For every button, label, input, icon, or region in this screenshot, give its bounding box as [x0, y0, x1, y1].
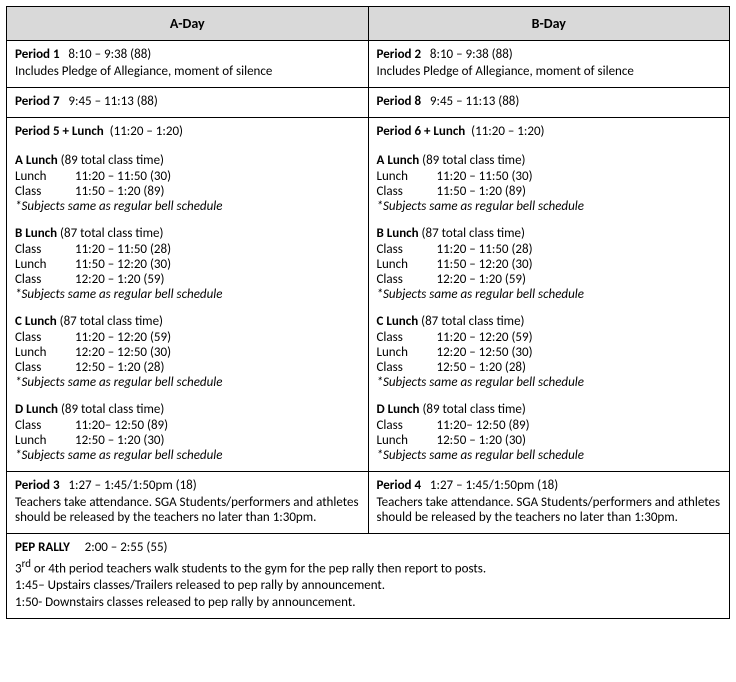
period5-lunch-time: (11:20 – 1:20)	[110, 124, 183, 139]
cell-period3: Period 3 1:27 – 1:45/1:50pm (18) Teacher…	[7, 472, 369, 534]
cell-period2: Period 2 8:10 – 9:38 (88) Includes Pledg…	[368, 41, 730, 88]
pep-time: 2:00 – 2:55 (55)	[85, 540, 168, 555]
cell-pep-rally: PEP RALLY 2:00 – 2:55 (55) 3rd or 4th pe…	[7, 534, 730, 619]
c-lunch-r3c2: 12:50 – 1:20 (28)	[75, 360, 164, 375]
pep-label: PEP RALLY	[15, 540, 70, 555]
d-lunch-block: D Lunch (89 total class time) Class11:20…	[15, 402, 360, 463]
a-lunch-r1c2: 11:20 – 11:50 (30)	[75, 169, 171, 184]
a-lunch-r2c1: Class	[15, 184, 75, 199]
d-lunch-r1c2: 11:20– 12:50 (89)	[75, 418, 168, 433]
period1-time: 8:10 – 9:38 (88)	[68, 47, 151, 62]
d-lunch-r2c2: 12:50 – 1:20 (30)	[75, 433, 164, 448]
period7-label: Period 7	[15, 94, 60, 109]
cell-lunch-b: Period 6 + Lunch (11:20 – 1:20) A Lunch …	[368, 118, 730, 472]
period7-time: 9:45 – 11:13 (88)	[68, 94, 157, 109]
header-b-day: B-Day	[368, 7, 730, 41]
cell-period7: Period 7 9:45 – 11:13 (88)	[7, 88, 369, 118]
pep-line3: 1:50- Downstairs classes released to pep…	[15, 595, 721, 610]
c-lunch-note: *Subjects same as regular bell schedule	[15, 375, 360, 390]
period4-label: Period 4	[377, 478, 422, 493]
a-lunch-block-b: A Lunch (89 total class time) Lunch11:20…	[377, 153, 722, 214]
a-lunch-r2c2: 11:50 – 1:20 (89)	[75, 184, 164, 199]
c-lunch-total: (87 total class time)	[60, 314, 163, 329]
period3-time: 1:27 – 1:45/1:50pm (18)	[68, 478, 196, 493]
a-lunch-block: A Lunch (89 total class time) Lunch11:20…	[15, 153, 360, 214]
period4-time: 1:27 – 1:45/1:50pm (18)	[430, 478, 558, 493]
period6-lunch-label: Period 6 + Lunch	[377, 124, 466, 139]
b-lunch-r2c1: Lunch	[15, 257, 75, 272]
a-lunch-title: A Lunch	[15, 153, 58, 168]
b-lunch-r3c2: 12:20 – 1:20 (59)	[75, 272, 164, 287]
c-lunch-r2c1: Lunch	[15, 345, 75, 360]
d-lunch-r1c1: Class	[15, 418, 75, 433]
c-lunch-r3c1: Class	[15, 360, 75, 375]
pep-line2: 1:45– Upstairs classes/Trailers released…	[15, 578, 721, 593]
d-lunch-block-b: D Lunch (89 total class time) Class11:20…	[377, 402, 722, 463]
c-lunch-r1c2: 11:20 – 12:20 (59)	[75, 330, 171, 345]
b-lunch-total: (87 total class time)	[60, 226, 163, 241]
period8-label: Period 8	[377, 94, 422, 109]
d-lunch-total: (89 total class time)	[61, 402, 164, 417]
d-lunch-title: D Lunch	[15, 402, 58, 417]
a-lunch-r1c1: Lunch	[15, 169, 75, 184]
cell-period1: Period 1 8:10 – 9:38 (88) Includes Pledg…	[7, 41, 369, 88]
c-lunch-block-b: C Lunch (87 total class time) Class11:20…	[377, 314, 722, 390]
a-lunch-note: *Subjects same as regular bell schedule	[15, 199, 360, 214]
period1-note: Includes Pledge of Allegiance, moment of…	[15, 64, 360, 79]
b-lunch-r1c1: Class	[15, 242, 75, 257]
period1-label: Period 1	[15, 47, 60, 62]
d-lunch-r2c1: Lunch	[15, 433, 75, 448]
period3-label: Period 3	[15, 478, 60, 493]
b-lunch-note: *Subjects same as regular bell schedule	[15, 287, 360, 302]
period3-note: Teachers take attendance. SGA Students/p…	[15, 495, 360, 525]
b-lunch-block: B Lunch (87 total class time) Class11:20…	[15, 226, 360, 302]
b-lunch-r1c2: 11:20 – 11:50 (28)	[75, 242, 171, 257]
b-lunch-title: B Lunch	[15, 226, 57, 241]
c-lunch-block: C Lunch (87 total class time) Class11:20…	[15, 314, 360, 390]
c-lunch-r1c1: Class	[15, 330, 75, 345]
d-lunch-note: *Subjects same as regular bell schedule	[15, 448, 360, 463]
period5-lunch-label: Period 5 + Lunch	[15, 124, 104, 139]
c-lunch-title: C Lunch	[15, 314, 57, 329]
b-lunch-r2c2: 11:50 – 12:20 (30)	[75, 257, 171, 272]
period2-time: 8:10 – 9:38 (88)	[430, 47, 513, 62]
b-lunch-r3c1: Class	[15, 272, 75, 287]
period2-label: Period 2	[377, 47, 422, 62]
cell-period4: Period 4 1:27 – 1:45/1:50pm (18) Teacher…	[368, 472, 730, 534]
period2-note: Includes Pledge of Allegiance, moment of…	[377, 64, 722, 79]
schedule-table: A-Day B-Day Period 1 8:10 – 9:38 (88) In…	[6, 6, 730, 619]
period8-time: 9:45 – 11:13 (88)	[430, 94, 519, 109]
period4-note: Teachers take attendance. SGA Students/p…	[377, 495, 722, 525]
cell-period8: Period 8 9:45 – 11:13 (88)	[368, 88, 730, 118]
b-lunch-block-b: B Lunch (87 total class time) Class11:20…	[377, 226, 722, 302]
cell-lunch-a: Period 5 + Lunch (11:20 – 1:20) A Lunch …	[7, 118, 369, 472]
c-lunch-r2c2: 12:20 – 12:50 (30)	[75, 345, 171, 360]
period6-lunch-time: (11:20 – 1:20)	[471, 124, 544, 139]
header-a-day: A-Day	[7, 7, 369, 41]
a-lunch-total: (89 total class time)	[61, 153, 164, 168]
pep-line1: 3rd or 4th period teachers walk students…	[15, 557, 721, 576]
